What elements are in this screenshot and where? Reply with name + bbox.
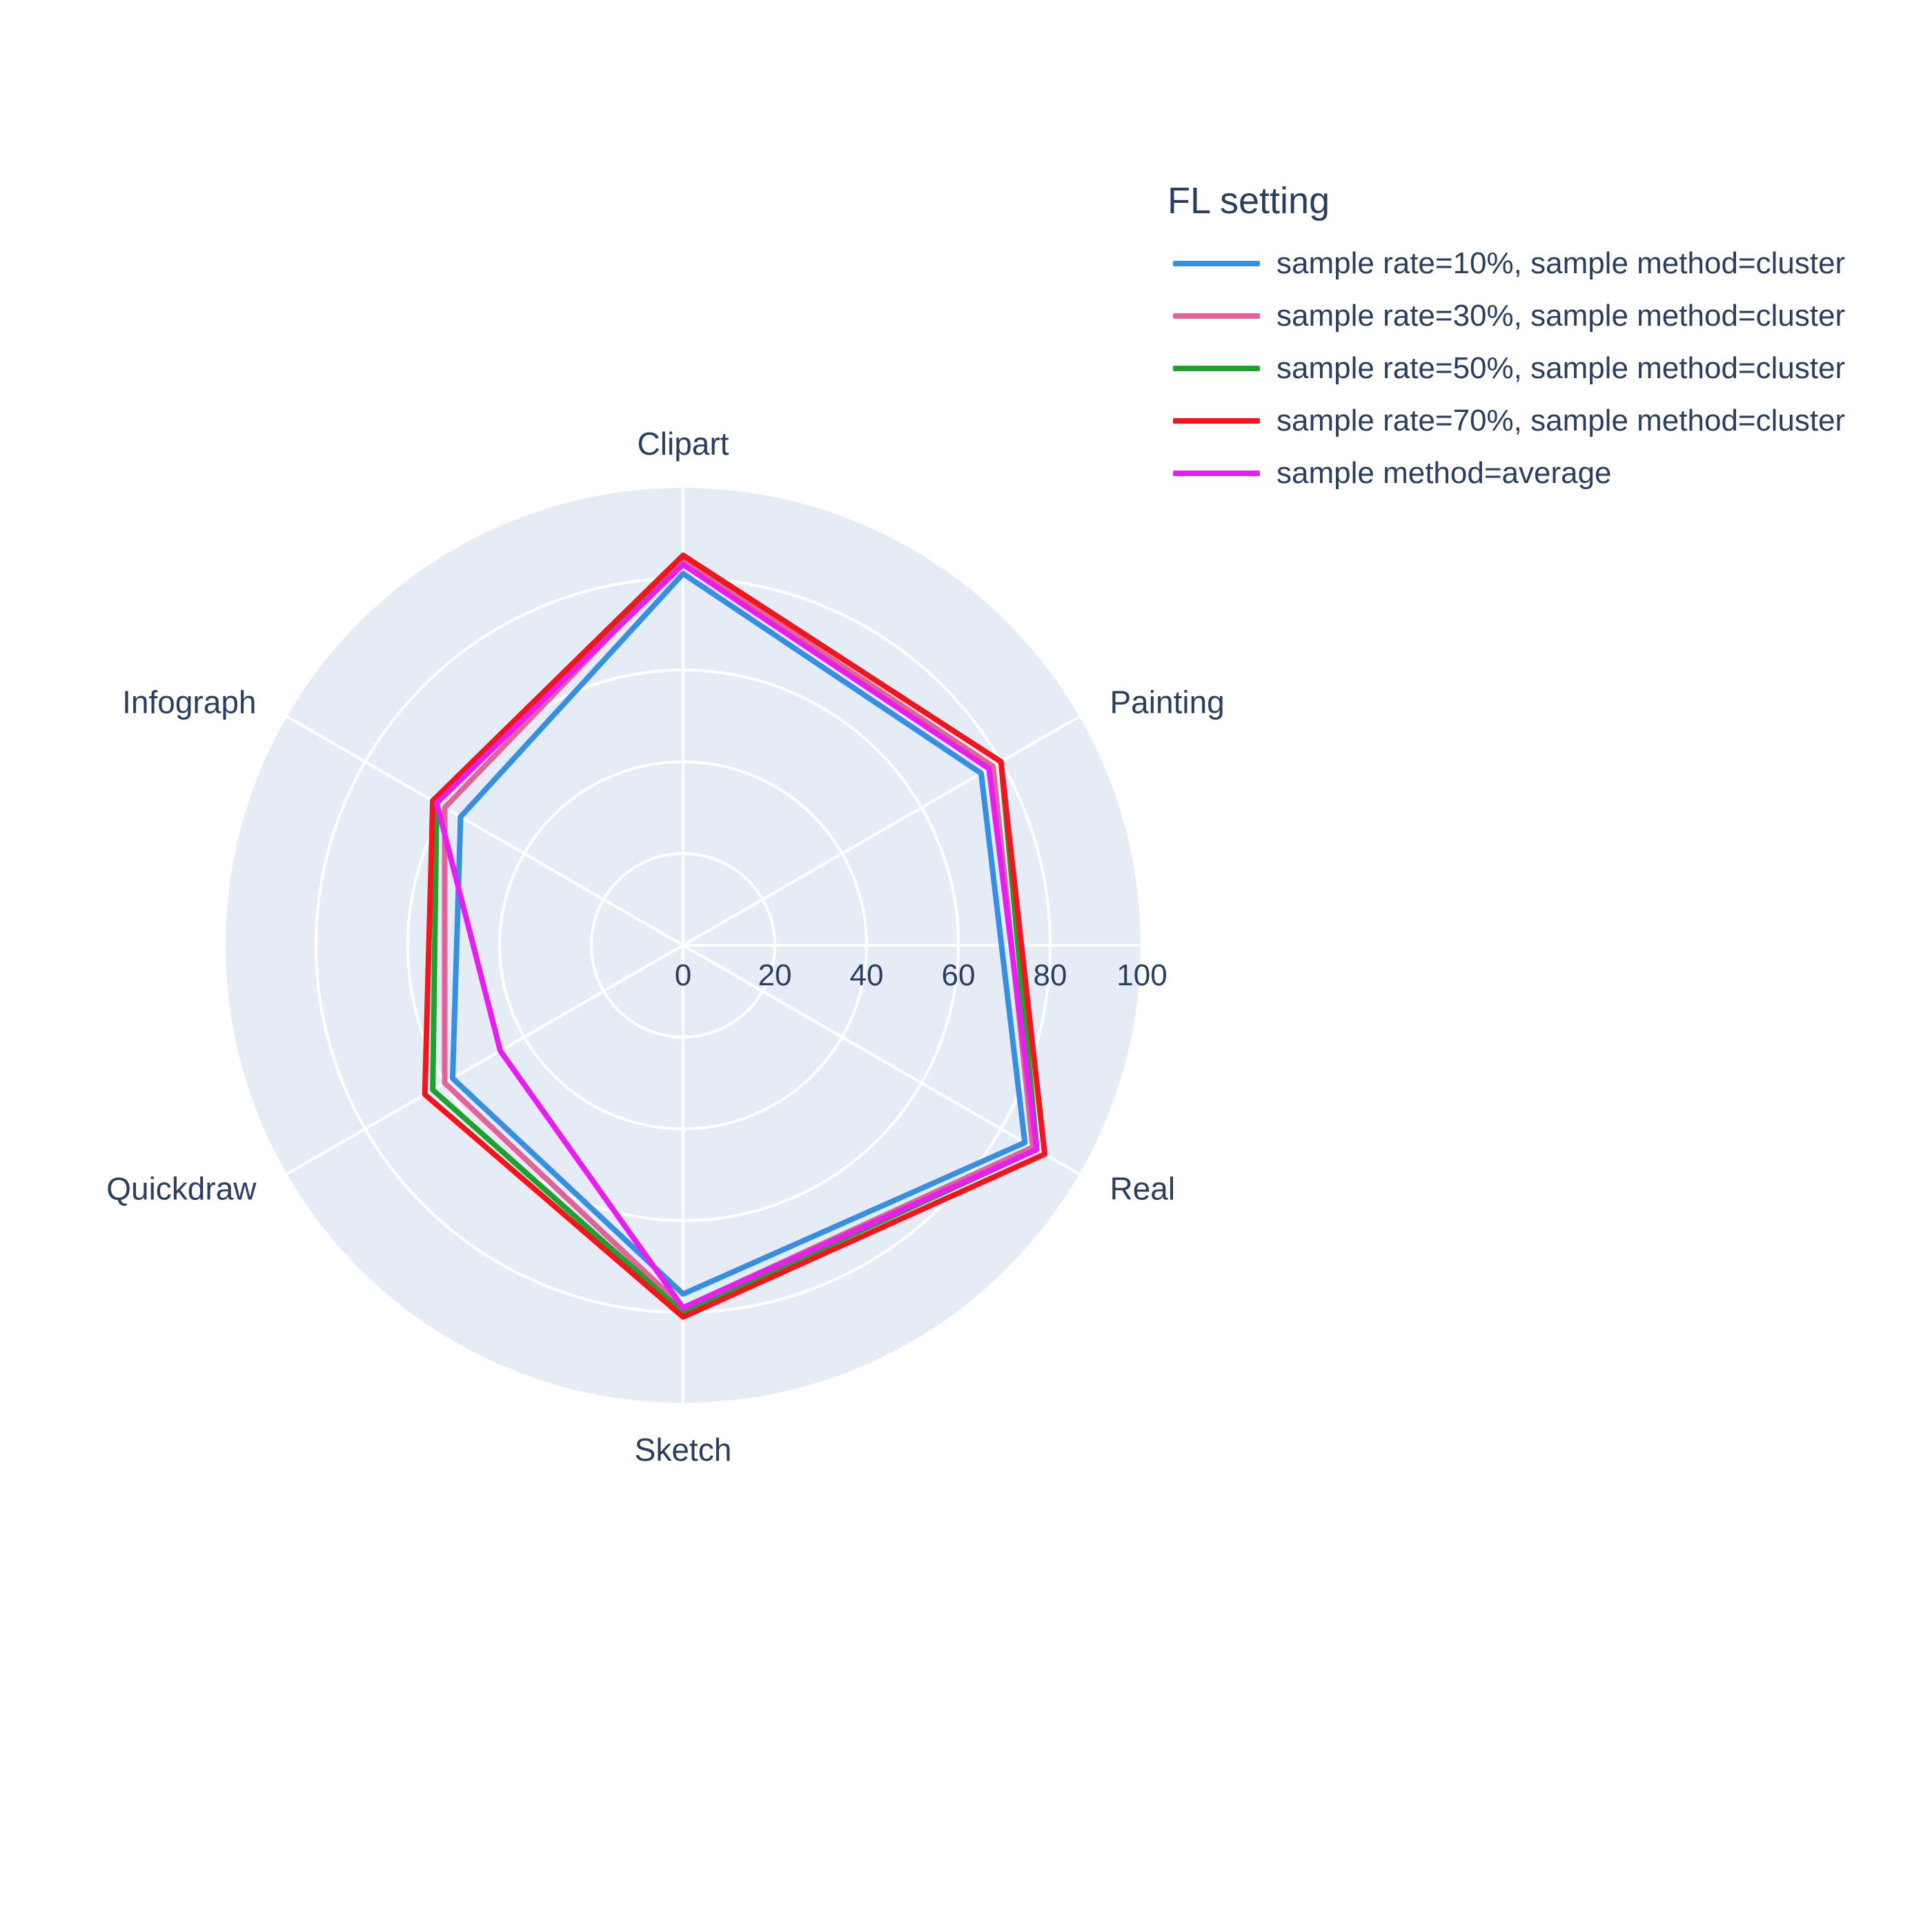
category-label-painting: Painting bbox=[1110, 684, 1225, 720]
series-line-5 bbox=[433, 562, 1040, 1311]
angular-gridline bbox=[285, 714, 684, 947]
angular-gridline bbox=[285, 944, 684, 1176]
legend-label: sample method=average bbox=[1276, 456, 1612, 490]
angular-gridline bbox=[682, 714, 1081, 947]
category-label-clipart: Clipart bbox=[638, 426, 729, 462]
series-line-1 bbox=[450, 571, 1028, 1297]
legend-label: sample rate=70%, sample method=cluster bbox=[1276, 404, 1846, 437]
radial-tick-label: 60 bbox=[942, 958, 976, 992]
radar-series bbox=[422, 552, 1048, 1320]
legend-swatch bbox=[1173, 471, 1260, 476]
legend: sample rate=10%, sample method=cluster sa… bbox=[1173, 237, 1845, 500]
legend-label: sample rate=50%, sample method=cluster bbox=[1276, 351, 1846, 385]
legend-swatch bbox=[1173, 261, 1260, 266]
radial-tick-label: 0 bbox=[675, 958, 691, 992]
legend-label: sample rate=10%, sample method=cluster bbox=[1276, 246, 1846, 280]
legend-item[interactable]: sample rate=10%, sample method=cluster bbox=[1173, 237, 1845, 290]
angular-gridline bbox=[682, 944, 1081, 1176]
legend-item[interactable]: sample rate=30%, sample method=cluster bbox=[1173, 290, 1845, 342]
legend-swatch bbox=[1173, 418, 1260, 424]
legend-item[interactable]: sample rate=50%, sample method=cluster bbox=[1173, 342, 1845, 395]
radial-tick-label: 80 bbox=[1034, 958, 1067, 992]
category-label-infograph: Infograph bbox=[122, 684, 256, 720]
legend-swatch bbox=[1173, 366, 1260, 371]
legend-item[interactable]: sample rate=70%, sample method=cluster bbox=[1173, 395, 1845, 447]
radial-tick-label: 100 bbox=[1116, 958, 1167, 992]
legend-swatch bbox=[1173, 313, 1260, 319]
radar-labels: 0 20 40 60 80 100 Clipart Painting Real Sketch Qui… bbox=[106, 426, 1225, 1468]
series-line-4 bbox=[422, 552, 1048, 1320]
legend-item[interactable]: sample method=average bbox=[1173, 447, 1845, 500]
category-label-sketch: Sketch bbox=[635, 1432, 732, 1468]
category-label-real: Real bbox=[1110, 1171, 1176, 1207]
legend-label: sample rate=30%, sample method=cluster bbox=[1276, 299, 1846, 333]
category-label-quickdraw: Quickdraw bbox=[106, 1171, 257, 1207]
radial-tick-label: 40 bbox=[850, 958, 884, 992]
radar-grid bbox=[223, 485, 1143, 1406]
radial-tick-label: 20 bbox=[758, 958, 792, 992]
legend-title: FL setting bbox=[1167, 180, 1330, 221]
